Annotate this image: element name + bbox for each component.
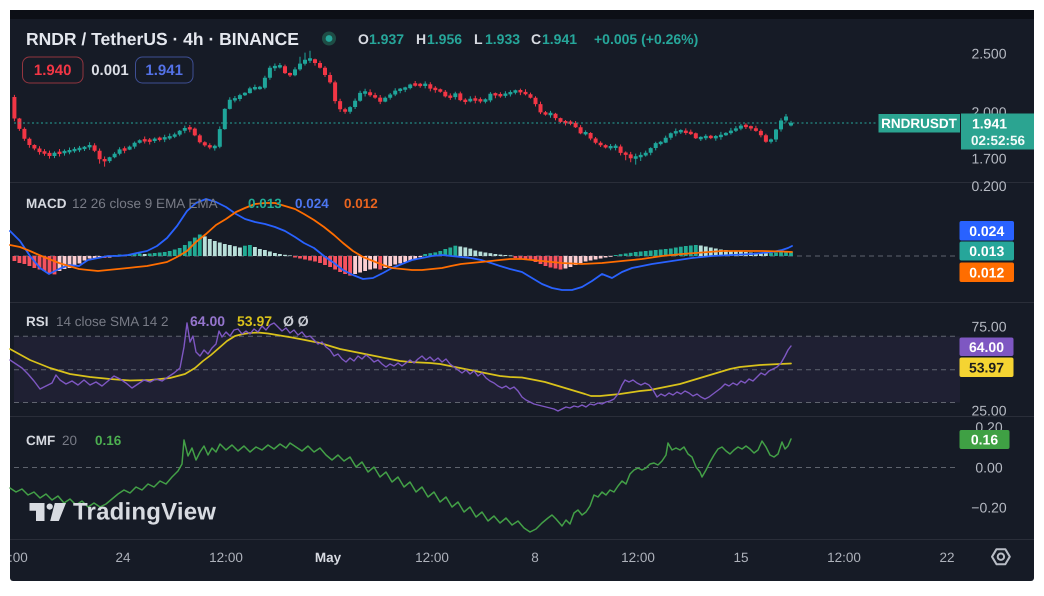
svg-text:1.940: 1.940 [34, 62, 72, 79]
svg-text:0.012: 0.012 [969, 264, 1004, 280]
svg-text:25.00: 25.00 [971, 403, 1006, 419]
svg-text:02:52:56: 02:52:56 [971, 133, 1026, 148]
svg-text:2.500: 2.500 [971, 46, 1006, 62]
svg-text:O: O [358, 31, 369, 47]
svg-text:CMF: CMF [26, 433, 55, 448]
svg-text:64.00: 64.00 [190, 313, 225, 329]
svg-text:53.97: 53.97 [237, 313, 272, 329]
svg-text:12:00: 12:00 [621, 550, 655, 565]
svg-text:0.200: 0.200 [971, 178, 1006, 194]
svg-text:15: 15 [733, 550, 748, 565]
svg-text:0.16: 0.16 [95, 433, 122, 448]
svg-text:0.013: 0.013 [969, 243, 1004, 259]
svg-text:RNDRUSDT: RNDRUSDT [881, 116, 958, 131]
svg-text:1.933: 1.933 [485, 31, 520, 47]
svg-text:−0.20: −0.20 [971, 500, 1007, 516]
svg-text:8: 8 [531, 550, 539, 565]
svg-text:0.024: 0.024 [295, 196, 329, 211]
svg-text:H: H [416, 31, 426, 47]
svg-text:May: May [315, 550, 342, 565]
svg-text:1.941: 1.941 [542, 31, 577, 47]
svg-text:1.700: 1.700 [971, 151, 1006, 167]
svg-text:0.00: 0.00 [975, 460, 1002, 476]
svg-text:TradingView: TradingView [73, 499, 216, 526]
svg-text:24: 24 [115, 550, 131, 565]
svg-text:MACD: MACD [26, 196, 67, 211]
svg-text:12:00: 12:00 [415, 550, 449, 565]
svg-text:1.941: 1.941 [145, 62, 183, 79]
svg-text:0.001: 0.001 [91, 62, 129, 79]
svg-text:0.024: 0.024 [969, 223, 1004, 239]
svg-text:20: 20 [62, 433, 77, 448]
svg-text:Ø Ø: Ø Ø [283, 313, 309, 329]
svg-text:1.937: 1.937 [369, 31, 404, 47]
svg-text:+0.005 (+0.26%): +0.005 (+0.26%) [594, 31, 698, 47]
svg-text:0.012: 0.012 [344, 196, 378, 211]
svg-text:1.941: 1.941 [972, 116, 1007, 132]
svg-text:22: 22 [939, 550, 954, 565]
svg-text:12 26 close 9 EMA EMA: 12 26 close 9 EMA EMA [72, 196, 218, 211]
svg-text:53.97: 53.97 [969, 359, 1004, 375]
svg-text:12:00: 12:00 [209, 550, 243, 565]
svg-text:0.16: 0.16 [971, 432, 998, 448]
svg-text:RNDR / TetherUS · 4h · BINANCE: RNDR / TetherUS · 4h · BINANCE [26, 29, 299, 49]
svg-text:1.956: 1.956 [427, 31, 462, 47]
svg-text:C: C [531, 31, 541, 47]
svg-text:12:00: 12:00 [827, 550, 861, 565]
svg-text:14 close SMA 14 2: 14 close SMA 14 2 [56, 314, 169, 329]
svg-text:RSI: RSI [26, 314, 49, 329]
svg-text:64.00: 64.00 [969, 339, 1004, 355]
svg-text:L: L [474, 31, 483, 47]
svg-text:75.00: 75.00 [971, 319, 1006, 335]
svg-text::00: :00 [9, 550, 28, 565]
svg-text:0.013: 0.013 [248, 196, 282, 211]
